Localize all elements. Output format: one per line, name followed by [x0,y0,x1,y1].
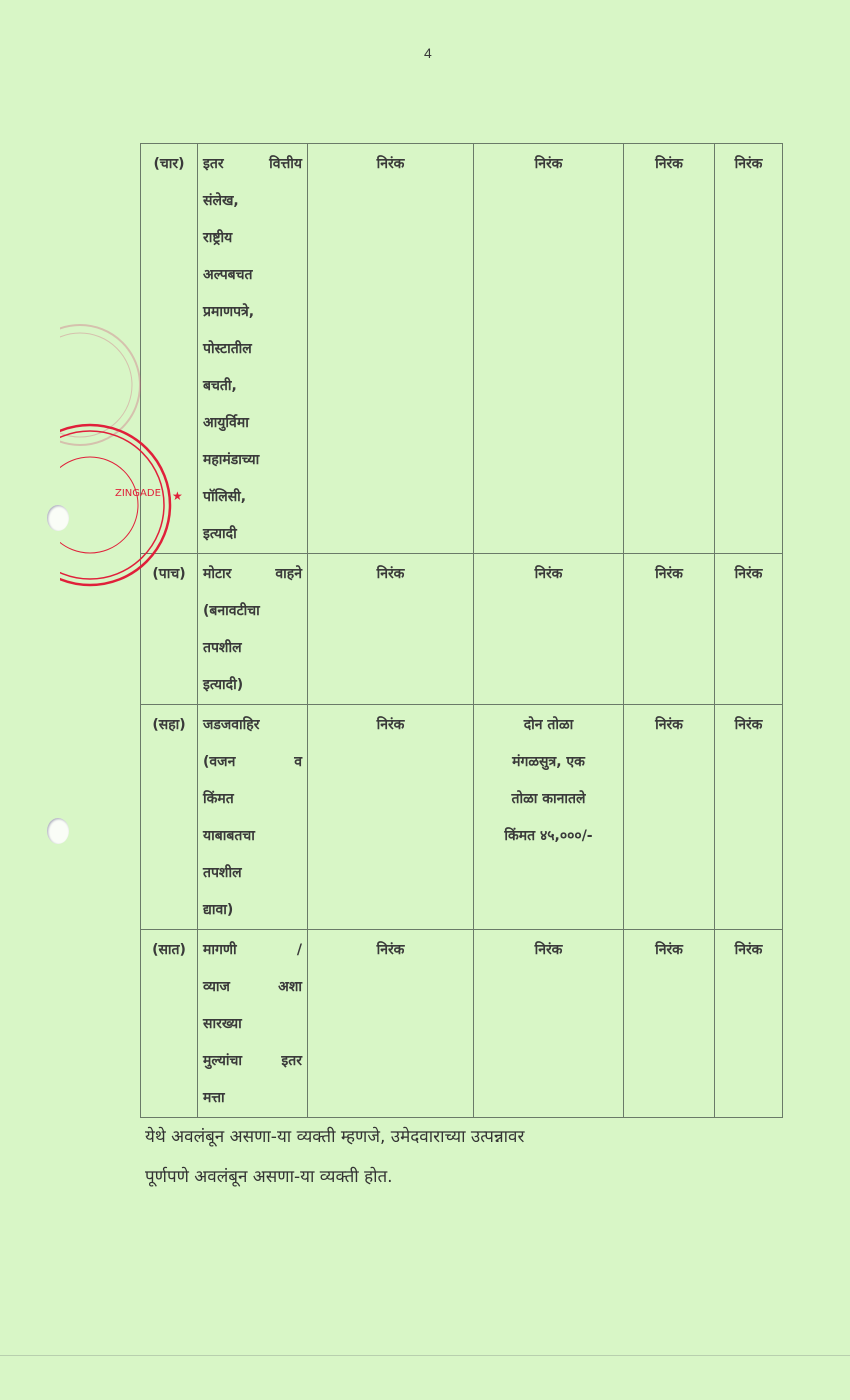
asset-description: मोटार वाहने (बनावटीचा तपशील इत्यादी) [197,553,308,705]
asset-value-cell: निरंक [473,929,624,1118]
table-row: (पाच) मोटार वाहने (बनावटीचा तपशील इत्यादी) नि… [140,553,783,705]
asset-value-cell: निरंक [473,553,624,705]
cell-line: मोटार वाहने [203,566,302,582]
faded-stamp [60,324,141,446]
cell-line: मुल्यांचा इतर [203,1053,302,1069]
cell-line: मत्ता [203,1090,225,1106]
asset-value-cell: निरंक [307,929,474,1118]
row-number: (सात) [140,929,198,1118]
cell-line: संलेख, [203,193,239,209]
cell-line: किंमत [203,791,234,807]
asset-value-cell: निरंक [307,143,474,554]
cell-line: निरंक [376,942,405,958]
cell-line: व्याज अशा [203,979,302,995]
cell-line: निरंक [534,156,563,172]
asset-value-cell: निरंक [473,143,624,554]
cell-line: निरंक [655,156,683,172]
asset-value-cell: निरंक [623,704,715,930]
cell-line: आयुर्विमा [203,415,249,431]
footer-note-line: पूर्णपणे अवलंबून असणा-या व्यक्ती होत. [145,1167,393,1187]
cell-line: निरंक [534,566,563,582]
asset-value-cell: दोन तोळा मंगळसुत्र, एक तोळा कानातले किंमत ४… [473,704,624,930]
page-edge [0,1355,850,1356]
cell-line: (वजन व [203,754,302,770]
cell-line: निरंक [734,717,763,733]
cell-line: किंमत ४५,०००/- [504,828,593,844]
cell-line: महामंडाच्या [203,452,260,468]
asset-value-cell: निरंक [623,553,715,705]
cell-line: पॉलिसी, [203,489,247,505]
cell-line: इत्यादी) [203,677,244,693]
row-number: (पाच) [140,553,198,705]
asset-description: इतर वित्तीय संलेख, राष्ट्रीय अल्पबचत प्रमाणप… [197,143,308,554]
cell-line: मंगळसुत्र, एक [512,754,585,770]
cell-line: निरंक [655,942,683,958]
cell-line: निरंक [734,566,763,582]
asset-value-cell: निरंक [307,553,474,705]
cell-line: दोन तोळा [523,717,574,733]
asset-value-cell: निरंक [714,929,783,1118]
row-number: (सहा) [140,704,198,930]
cell-line: इतर वित्तीय [203,156,302,172]
asset-description: जडजवाहिर (वजन व किंमत याबाबतचा तपशील द्यावा) [197,704,308,930]
cell-line: राष्ट्रीय [203,230,233,246]
cell-line: अल्पबचत [203,267,253,283]
table-row: (चार) इतर वित्तीय संलेख, राष्ट्रीय अल्पबचत प्… [140,143,783,554]
cell-line: निरंक [376,156,405,172]
asset-value-cell: निरंक [623,929,715,1118]
cell-line: सारख्या [203,1016,242,1032]
cell-line: तपशील [203,640,242,656]
cell-line: याबाबतचा [203,828,255,844]
asset-description: मागणी / व्याज अशा सारख्या मुल्यांचा इतर मत्त… [197,929,308,1118]
asset-value-cell: निरंक [714,143,783,554]
asset-value-cell: निरंक [714,553,783,705]
page-number: 4 [424,45,432,61]
cell-line: तपशील [203,865,242,881]
cell-line: द्यावा) [203,902,234,918]
cell-line: निरंक [376,717,405,733]
cell-line: (बनावटीचा [203,603,260,619]
footer-note: येथे अवलंबून असणा-या व्यक्ती म्हणजे, उमे… [145,1117,524,1197]
cell-line: बचती, [203,378,237,394]
cell-line: निरंक [655,717,683,733]
asset-value-cell: निरंक [714,704,783,930]
cell-line: पोस्टातील [203,341,252,357]
assets-table: (चार) इतर वित्तीय संलेख, राष्ट्रीय अल्पबचत प्… [140,143,783,1118]
row-number: (चार) [140,143,198,554]
punch-hole [47,505,69,531]
cell-line: इत्यादी [203,526,237,542]
cell-line: मागणी / [203,942,302,958]
cell-line: तोळा कानातले [511,791,586,807]
cell-line: निरंक [734,942,763,958]
cell-line: निरंक [534,942,563,958]
table-row: (सहा) जडजवाहिर (वजन व किंमत याबाबतचा तपशील द्य… [140,704,783,930]
cell-line: निरंक [655,566,683,582]
asset-value-cell: निरंक [623,143,715,554]
footer-note-line: येथे अवलंबून असणा-या व्यक्ती म्हणजे, उमे… [145,1127,525,1147]
cell-line: निरंक [376,566,405,582]
cell-line: प्रमाणपत्रे, [203,304,255,320]
table-row: (सात) मागणी / व्याज अशा सारख्या मुल्यांचा इत… [140,929,783,1118]
asset-value-cell: निरंक [307,704,474,930]
cell-line: निरंक [734,156,763,172]
cell-line: जडजवाहिर [203,717,260,733]
punch-hole [47,818,69,844]
